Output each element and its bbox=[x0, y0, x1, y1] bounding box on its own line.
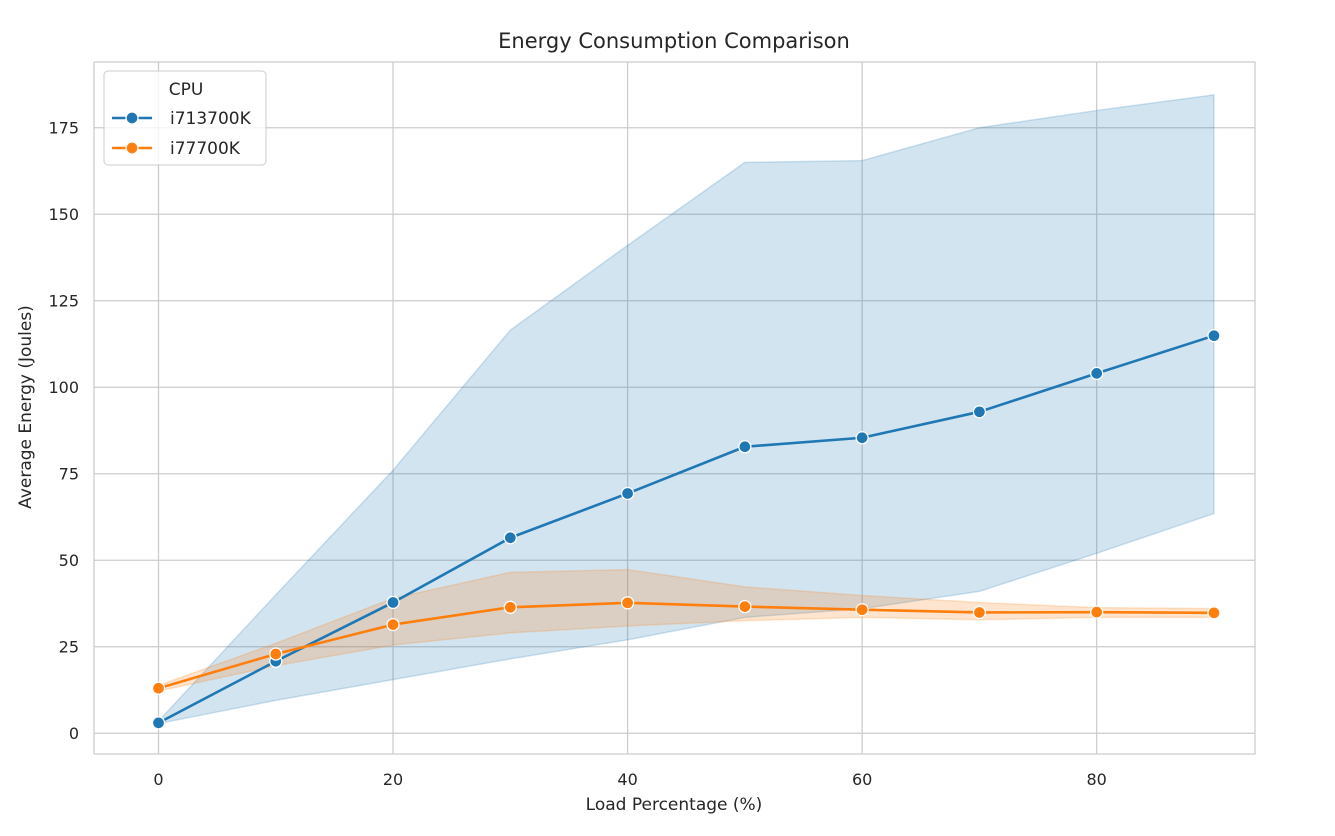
tick-labels: 0 20 40 60 80 0 25 50 75 100 125 150 175 bbox=[48, 119, 1106, 789]
series-markers bbox=[151, 329, 1221, 730]
data-point bbox=[738, 599, 752, 614]
legend: CPU i713700K i77700K bbox=[103, 70, 267, 166]
data-point bbox=[1207, 606, 1221, 620]
x-tick-label: 40 bbox=[617, 770, 637, 789]
series-lines bbox=[157, 334, 1215, 725]
legend-label: i77700K bbox=[170, 139, 241, 159]
data-point bbox=[620, 486, 635, 501]
data-point bbox=[855, 603, 869, 617]
data-point bbox=[738, 440, 752, 454]
confidence-bands bbox=[157, 94, 1215, 725]
data-point bbox=[151, 681, 166, 695]
legend-entries: i713700K i77700K bbox=[112, 109, 252, 159]
y-tick-label: 25 bbox=[59, 638, 79, 657]
x-tick-label: 60 bbox=[852, 770, 872, 789]
data-point bbox=[503, 531, 517, 545]
y-tick-label: 125 bbox=[48, 292, 79, 311]
y-tick-label: 0 bbox=[69, 724, 79, 743]
data-point bbox=[151, 716, 166, 730]
series-line bbox=[158, 601, 1214, 690]
data-point bbox=[386, 595, 400, 610]
data-point bbox=[269, 647, 283, 661]
data-point bbox=[1207, 329, 1221, 343]
legend-marker bbox=[125, 111, 139, 125]
x-tick-label: 0 bbox=[153, 770, 163, 789]
y-tick-label: 75 bbox=[59, 465, 79, 484]
data-point bbox=[855, 431, 869, 445]
y-tick-label: 150 bbox=[48, 205, 79, 224]
x-tick-label: 80 bbox=[1087, 770, 1107, 789]
data-point bbox=[972, 405, 987, 419]
y-tick-label: 100 bbox=[48, 378, 79, 397]
legend-label: i713700K bbox=[170, 109, 252, 129]
x-axis-label: Load Percentage (%) bbox=[586, 795, 763, 815]
legend-title: CPU bbox=[169, 80, 204, 100]
data-point bbox=[1090, 605, 1104, 619]
chart-title: Energy Consumption Comparison bbox=[498, 29, 850, 53]
data-point bbox=[386, 617, 400, 632]
data-point bbox=[1090, 366, 1104, 381]
y-tick-label: 175 bbox=[48, 119, 79, 138]
legend-marker bbox=[125, 141, 139, 155]
data-point bbox=[503, 600, 517, 614]
y-axis-label: Average Energy (Joules) bbox=[16, 305, 36, 509]
series-line bbox=[157, 334, 1215, 725]
data-point bbox=[620, 596, 635, 610]
data-point bbox=[972, 605, 987, 620]
legend-box bbox=[103, 70, 267, 166]
confidence-band bbox=[157, 94, 1215, 725]
plot-frame bbox=[93, 61, 1256, 755]
x-tick-label: 20 bbox=[383, 770, 403, 789]
y-tick-label: 50 bbox=[59, 551, 79, 570]
